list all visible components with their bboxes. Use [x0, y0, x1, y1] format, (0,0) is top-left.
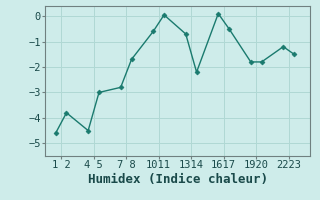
X-axis label: Humidex (Indice chaleur): Humidex (Indice chaleur) [88, 173, 268, 186]
